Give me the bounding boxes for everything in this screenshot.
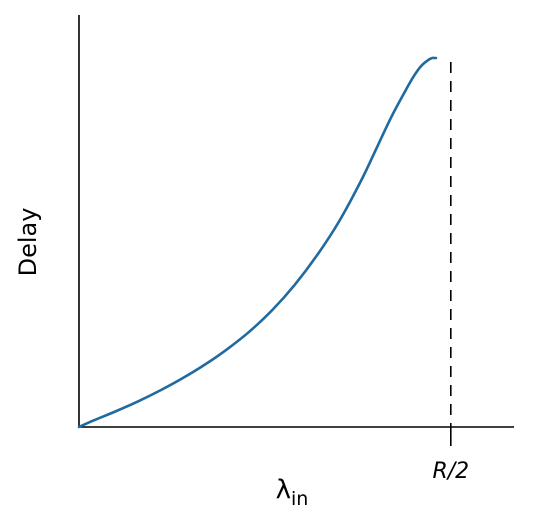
x-tick-label: R/2 — [432, 459, 469, 484]
x-axis-label-subscript: in — [291, 488, 308, 510]
delay-curve — [79, 58, 436, 427]
x-axis-label: λin — [276, 475, 309, 510]
y-axis-label: Delay — [14, 208, 42, 277]
x-axis-label-symbol: λ — [276, 475, 291, 505]
